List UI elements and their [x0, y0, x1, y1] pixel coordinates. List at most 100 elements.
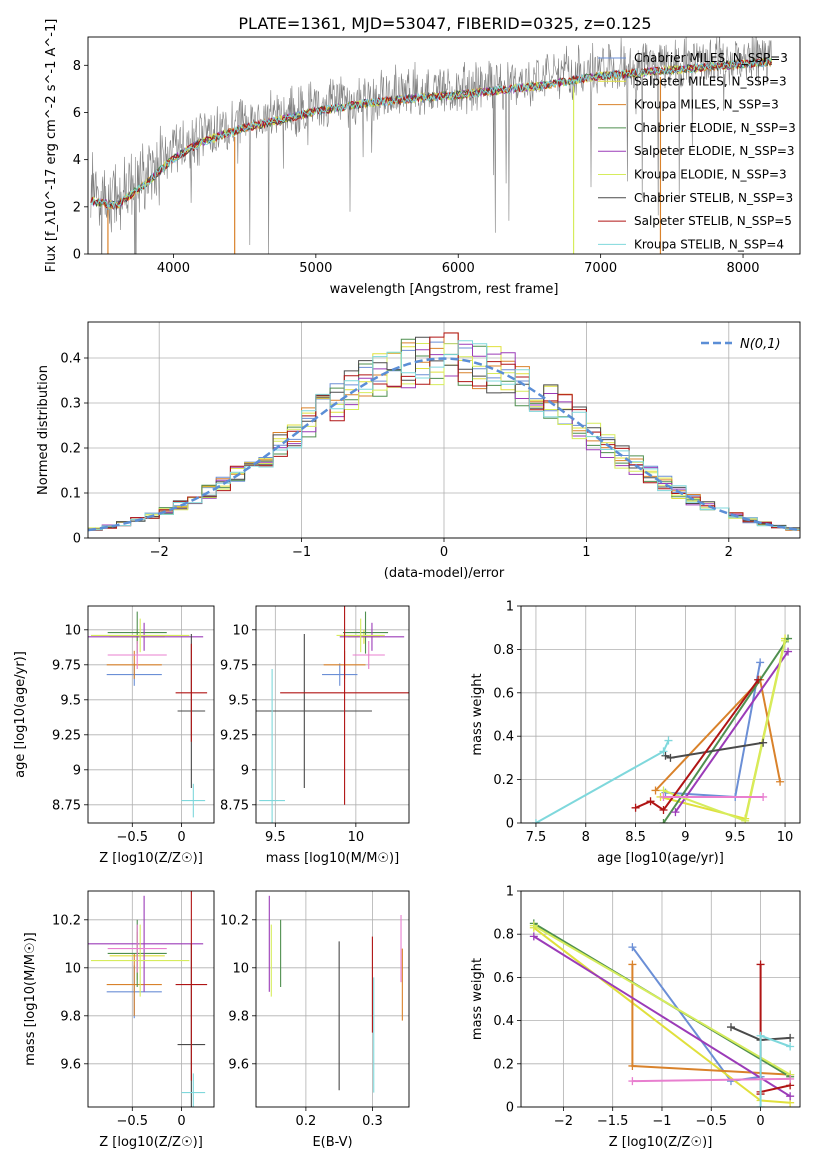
x-tick-label: 6000 — [442, 261, 475, 276]
weight-marker — [661, 751, 670, 760]
axes-frame — [255, 890, 410, 1108]
y-axis-label: mass [log10(M/M☉)] — [23, 932, 38, 1065]
axes-frame — [255, 605, 410, 824]
axes-frame — [520, 890, 801, 1108]
residual-histogram — [88, 340, 800, 532]
y-tick-label: 0.2 — [60, 442, 81, 457]
y-tick-label: 0.6 — [493, 971, 514, 986]
weight-marker — [671, 808, 680, 817]
legend-entry: Salpeter ELODIE, N_SSP=3 — [634, 144, 795, 158]
mass-vs-ebv-panel: 0.2 0.3 9.6 9.8 10 10.2 E(B-V) — [220, 890, 410, 1150]
y-tick-label: 9.6 — [60, 1057, 81, 1072]
weight-marker — [756, 1103, 765, 1107]
x-tick-label: −0.5 — [117, 830, 149, 845]
x-tick-label: 8.5 — [625, 830, 646, 845]
y-tick-label: 8 — [73, 59, 81, 74]
legend-entry: Chabrier MILES, N_SSP=3 — [634, 51, 788, 65]
weight-marker — [529, 932, 538, 941]
weight-marker — [666, 753, 675, 762]
x-axis-label: age [log10(age/yr)] — [597, 851, 724, 866]
y-tick-label: 9.8 — [228, 1009, 249, 1024]
x-axis-label: wavelength [Angstrom, rest frame] — [330, 282, 559, 297]
weight-marker — [659, 792, 668, 801]
x-tick-label: 7.5 — [526, 830, 547, 845]
y-tick-label: 2 — [73, 200, 81, 215]
weight-line — [533, 935, 791, 1098]
x-axis-label: Z [log10(Z/Z☉)] — [609, 1135, 713, 1150]
axes-frame — [87, 890, 215, 1108]
x-axis-label: mass [log10(M/M☉)] — [266, 851, 399, 866]
y-tick-label: 0.6 — [493, 686, 514, 701]
weight-marker — [756, 1031, 765, 1040]
x-axis-label: (data-model)/error — [384, 566, 505, 581]
x-tick-label: 1 — [582, 545, 590, 560]
x-tick-label: 8000 — [726, 261, 759, 276]
y-tick-label: 0 — [506, 1101, 514, 1116]
x-tick-label: 0 — [440, 545, 448, 560]
observed-spectrum-line — [90, 37, 772, 254]
model-spectrum-line — [90, 57, 772, 210]
weight-line — [635, 679, 760, 812]
y-tick-label: 1 — [506, 600, 514, 615]
legend-entry: Salpeter MILES, N_SSP=3 — [634, 74, 787, 88]
weight-marker — [628, 1077, 637, 1086]
y-axis-label: Normed distribution — [36, 365, 51, 495]
weight-marker — [628, 1061, 637, 1070]
x-tick-label: 0.3 — [362, 1114, 383, 1129]
weight-marker — [664, 736, 673, 745]
x-tick-label: −0.5 — [695, 1114, 727, 1129]
weight-marker — [756, 960, 765, 969]
normal-distribution-curve — [88, 357, 800, 532]
axes-frame — [87, 321, 801, 539]
weight-vs-age-panel: 7.5 8 8.5 9 9.5 10 0 0.2 0.4 0.6 0.8 1 age [log10(ag… — [470, 600, 801, 866]
y-tick-label: 9.25 — [52, 728, 81, 743]
age-vs-metallicity-panel: −0.5 0 8.75 9 9.25 9.5 9.75 10 Z [log10(Z/Z☉)] ag… — [13, 605, 215, 866]
x-tick-label: 9 — [681, 830, 689, 845]
weight-line — [662, 637, 789, 823]
x-tick-label: 4000 — [157, 261, 190, 276]
axes-frame — [520, 605, 801, 824]
weight-marker — [741, 816, 750, 823]
model-spectrum-line — [90, 57, 772, 209]
x-tick-label: 7000 — [584, 261, 617, 276]
weight-line — [631, 946, 761, 1083]
weight-marker — [659, 805, 668, 814]
y-tick-label: 10 — [64, 961, 81, 976]
legend-entry: Chabrier STELIB, N_SSP=3 — [634, 191, 793, 205]
y-tick-label: 0.8 — [493, 928, 514, 943]
weight-marker — [531, 819, 540, 823]
weight-marker — [759, 792, 768, 801]
weight-marker — [726, 1023, 735, 1032]
weight-line — [535, 740, 670, 823]
weight-marker — [781, 636, 790, 645]
weight-marker — [646, 797, 655, 806]
weight-marker — [628, 960, 637, 969]
weight-marker — [786, 1033, 795, 1042]
weight-line — [632, 1077, 791, 1083]
weight-marker — [786, 1092, 795, 1101]
x-tick-label: 0.2 — [296, 1114, 317, 1129]
x-tick-label: −2 — [150, 545, 169, 560]
x-tick-label: 9.5 — [725, 830, 746, 845]
y-tick-label: 9.75 — [52, 658, 81, 673]
y-tick-label: 0.3 — [60, 397, 81, 412]
x-tick-label: −0.5 — [117, 1114, 149, 1129]
y-tick-label: 0.4 — [493, 1014, 514, 1029]
legend-entry: Chabrier ELODIE, N_SSP=3 — [634, 121, 796, 135]
x-tick-label: −1 — [652, 1114, 671, 1129]
weight-marker — [659, 747, 668, 756]
x-tick-label: 2 — [725, 545, 733, 560]
y-tick-label: 9.5 — [228, 693, 249, 708]
y-tick-label: 0 — [73, 532, 81, 547]
y-tick-label: 0 — [506, 817, 514, 832]
x-axis-label: Z [log10(Z/Z☉)] — [99, 851, 203, 866]
y-tick-label: 9.5 — [60, 693, 81, 708]
figure-title: PLATE=1361, MJD=53047, FIBERID=0325, z=0… — [238, 14, 651, 33]
y-tick-label: 10 — [64, 623, 81, 638]
residuals-panel: −2 −1 0 1 2 0 0.1 0.2 0.3 0.4 (data-model)/error No… — [36, 321, 801, 581]
y-tick-label: 4 — [73, 153, 81, 168]
x-axis-label: Z [log10(Z/Z☉)] — [99, 1135, 203, 1150]
x-tick-label: 5000 — [299, 261, 332, 276]
y-axis-label: mass weight — [470, 673, 485, 755]
